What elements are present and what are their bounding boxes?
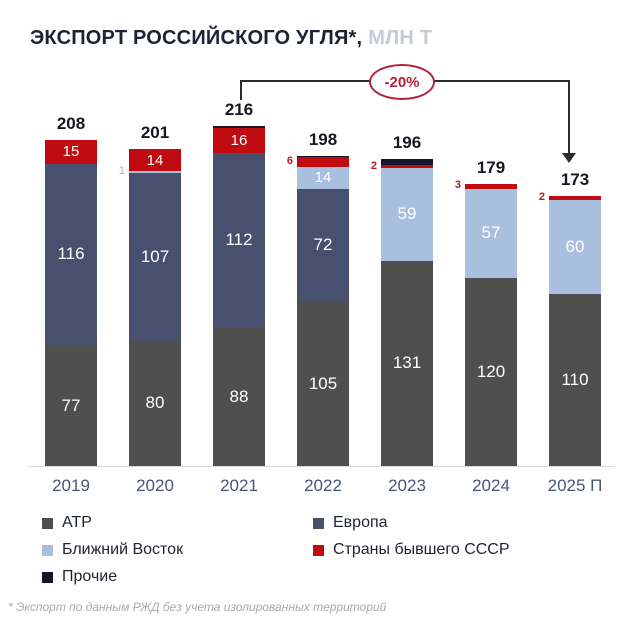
segment-value-label: 72 (313, 235, 333, 255)
bar-segment-other-2023 (381, 158, 433, 166)
title-main: ЭКСПОРТ РОССИЙСКОГО УГЛЯ*, (30, 27, 363, 50)
legend-item-other: Прочие (42, 568, 118, 585)
bar-segment-other-2022 (297, 155, 349, 158)
bar-segment-middle_east-2022: 14 (297, 166, 349, 189)
bar-segment-ussr-2025П (549, 196, 601, 200)
annotation-percent-label: -20% (384, 73, 420, 91)
legend-item-atr: АТР (42, 514, 92, 531)
bar-segment-atr-2020: 80 (129, 340, 181, 466)
legend-item-middle_east: Ближний Восток (42, 541, 184, 558)
x-axis-label-2023: 2023 (388, 476, 426, 495)
bar-segment-ussr-2023 (381, 165, 433, 169)
segment-value-label: 120 (476, 361, 506, 381)
legend-swatch-atr (42, 517, 53, 529)
title-unit: МЛН Т (368, 27, 433, 50)
legend-label-europe: Европа (333, 514, 388, 531)
segment-value-label: 14 (314, 169, 332, 187)
bar-segment-atr-2024: 120 (465, 277, 517, 466)
bar-segment-middle_east-2020 (129, 171, 181, 173)
bar-segment-europe-2022: 72 (297, 188, 349, 302)
annotation-arrow-line (568, 80, 570, 154)
bar-segment-middle_east-2025П: 60 (549, 199, 601, 294)
footnote: * Экспорт по данным РЖД без учета изолир… (8, 600, 387, 614)
page-title: ЭКСПОРТ РОССИЙСКОГО УГЛЯ*, МЛН Т (30, 27, 432, 50)
legend-swatch-ussr (313, 544, 324, 556)
segment-value-label: 77 (61, 395, 81, 415)
x-axis-label-2020: 2020 (136, 476, 174, 495)
bar-segment-atr-2021: 88 (213, 328, 265, 466)
legend-swatch-middle_east (42, 544, 53, 556)
bar-total-label-2020: 201 (140, 123, 170, 143)
segment-value-label: 105 (308, 373, 338, 393)
legend-label-middle_east: Ближний Восток (62, 541, 184, 558)
x-axis-label-2019: 2019 (52, 476, 90, 495)
bar-segment-middle_east-2023: 59 (381, 168, 433, 261)
annotation-arrowhead-icon (562, 153, 576, 163)
bar-total-label-2022: 198 (308, 129, 338, 149)
bar-segment-ussr-2021: 16 (213, 127, 265, 153)
bar-segment-europe-2020: 107 (129, 172, 181, 341)
legend-item-europe: Европа (313, 514, 388, 531)
legend-swatch-europe (313, 517, 324, 529)
segment-value-label: 14 (146, 151, 164, 169)
segment-value-label: 112 (225, 230, 253, 250)
segment-value-label: 60 (565, 236, 585, 256)
bar-total-label-2023: 196 (392, 132, 422, 152)
x-axis-line (28, 466, 614, 467)
segment-value-label: 59 (397, 204, 417, 224)
x-axis-label-2025П: 2025 П (547, 476, 603, 495)
bar-total-label-2019: 208 (56, 114, 86, 134)
annotation-percent-badge: -20% (369, 64, 435, 100)
segment-outside-label-middle_east-2020: 1 (118, 165, 125, 178)
segment-value-label: 16 (230, 131, 248, 149)
bar-segment-atr-2025П: 110 (549, 293, 601, 466)
segment-value-label: 110 (561, 369, 589, 389)
segment-value-label: 116 (57, 244, 85, 264)
legend-label-other: Прочие (62, 568, 118, 585)
segment-value-label: 131 (392, 353, 422, 373)
annotation-bracket-left-tick (240, 80, 242, 100)
bar-segment-ussr-2019: 15 (45, 140, 97, 164)
legend-label-atr: АТР (62, 514, 92, 531)
bar-total-label-2021: 216 (224, 99, 254, 119)
bar-segment-middle_east-2024: 57 (465, 188, 517, 278)
segment-outside-label-ussr-2023: 2 (370, 159, 377, 172)
legend-item-ussr: Страны бывшего СССР (313, 541, 510, 558)
segment-value-label: 88 (229, 387, 249, 407)
segment-value-label: 107 (140, 246, 170, 266)
legend-label-ussr: Страны бывшего СССР (333, 541, 510, 558)
segment-outside-label-ussr-2024: 3 (454, 179, 461, 192)
segment-value-label: 15 (62, 143, 80, 161)
x-axis-label-2024: 2024 (472, 476, 510, 495)
x-axis-label-2022: 2022 (304, 476, 342, 495)
segment-value-label: 80 (145, 393, 165, 413)
segment-outside-label-ussr-2022: 6 (286, 155, 293, 167)
bar-total-label-2024: 179 (476, 157, 506, 177)
bar-segment-atr-2019: 77 (45, 345, 97, 466)
bar-segment-ussr-2022 (297, 157, 349, 167)
bar-total-label-2025П: 173 (560, 170, 590, 190)
bar-segment-atr-2022: 105 (297, 301, 349, 466)
x-axis-label-2021: 2021 (220, 476, 258, 495)
bar-segment-europe-2019: 116 (45, 163, 97, 346)
bar-segment-europe-2021: 112 (213, 152, 265, 329)
legend-swatch-other (42, 571, 53, 583)
bar-segment-ussr-2020: 14 (129, 149, 181, 172)
segment-value-label: 57 (481, 223, 501, 243)
bar-segment-ussr-2024 (465, 183, 517, 189)
bar-segment-atr-2023: 131 (381, 260, 433, 466)
bar-segment-other-2021 (213, 125, 265, 128)
segment-outside-label-ussr-2025П: 2 (538, 191, 545, 204)
